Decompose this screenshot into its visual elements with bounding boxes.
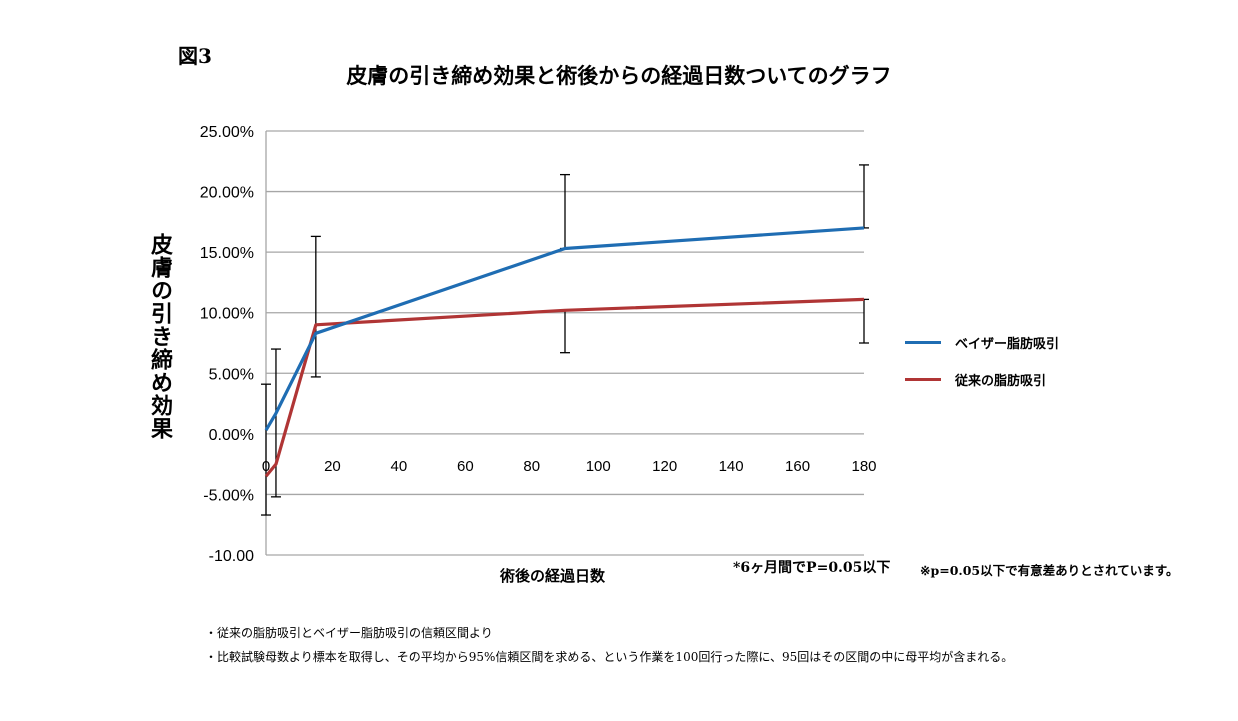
x-tick-label: 60 [457, 458, 474, 475]
y-tick-label: 25.00% [200, 124, 254, 141]
x-axis-label: 術後の経過日数 [500, 567, 606, 585]
y-axis-label: 皮膚の引き締め効果 [147, 233, 173, 440]
chart-title: 皮膚の引き締め効果と術後からの経過日数ついてのグラフ [346, 63, 892, 88]
y-tick-label: -5.00% [203, 487, 254, 504]
x-tick-label: 140 [719, 458, 744, 475]
y-tick-label: 0.00% [209, 427, 254, 444]
footnote-confidence: ・従来の脂肪吸引とベイザー脂肪吸引の信頼区間より [205, 626, 493, 640]
series-line-conventional [264, 297, 865, 478]
x-tick-label: 100 [586, 458, 611, 475]
x-tick-label: 120 [652, 458, 677, 475]
legend-swatch-conventional [905, 377, 941, 381]
x-tick-label: 160 [785, 458, 810, 475]
error-bars [261, 164, 869, 516]
legend-item-conventional: 従来の脂肪吸引 [905, 369, 1059, 389]
y-tick-label: 20.00% [200, 185, 254, 202]
x-tick-label: 80 [523, 458, 540, 475]
legend: ベイザー脂肪吸引 従来の脂肪吸引 [905, 332, 1059, 406]
significance-note: *6ヶ月間でP=0.05以下 [733, 560, 891, 576]
y-tick-label: 5.00% [209, 366, 254, 383]
y-tick-label: 15.00% [200, 245, 254, 262]
legend-label-vaser: ベイザー脂肪吸引 [955, 336, 1060, 352]
series-line-vaser [264, 226, 865, 432]
x-tick-label: 180 [851, 458, 876, 475]
x-tick-label: 40 [391, 458, 408, 475]
series-lines [264, 226, 865, 478]
legend-item-vaser: ベイザー脂肪吸引 [905, 332, 1059, 352]
x-tick-label: 20 [324, 458, 341, 475]
p-value-note: ※p=0.05以下で有意差ありとされています。 [920, 563, 1179, 578]
legend-label-conventional: 従来の脂肪吸引 [955, 373, 1047, 389]
y-tick-labels: 25.00% 20.00% 15.00% 10.00% 5.00% 0.00% -5.00%… [200, 124, 254, 565]
y-tick-label: 10.00% [200, 306, 254, 323]
footnote-method: ・比較試験母数より標本を取得し、その平均から95%信頼区間を求める、という作業を… [205, 650, 1014, 664]
y-tick-label: -10.00 [209, 548, 254, 565]
figure-label: 図3 [178, 44, 212, 68]
legend-swatch-vaser [905, 340, 941, 344]
